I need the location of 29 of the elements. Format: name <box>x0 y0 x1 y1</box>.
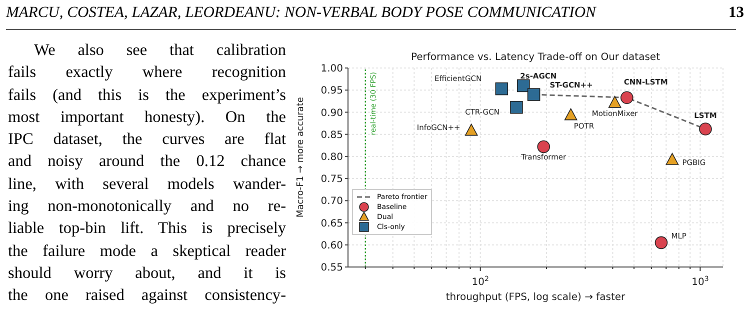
x-tick-label: 10$^{2}$ <box>472 275 489 288</box>
text: the failure mode a skeptical reader <box>8 240 286 262</box>
text: fails exactly where recognition <box>8 61 286 84</box>
text: line, with several models wander- <box>8 172 286 195</box>
text: fails (and this is the experiment’s <box>8 84 286 106</box>
x-axis-title: throughput (FPS, log scale) → faster <box>446 292 626 303</box>
text: ing non-monotonically and no re- <box>8 195 286 218</box>
y-tick-label: 0.95 <box>320 86 343 97</box>
y-tick-label: 0.85 <box>320 130 343 141</box>
y-tick-label: 0.65 <box>320 218 343 230</box>
y-tick-label: 0.55 <box>320 262 343 274</box>
text: 13 <box>728 4 744 22</box>
y-axis-title: Macro-F1 → more accurate <box>296 96 306 218</box>
text: liable top-bin lift. This is precisely <box>8 217 286 240</box>
y-tick-label: 0.60 <box>320 240 343 252</box>
text: should worry about, and it is <box>8 262 286 284</box>
y-tick-label: 0.80 <box>320 152 343 163</box>
y-tick-label: 0.70 <box>320 196 343 208</box>
text: MARCU, COSTEA, LAZAR, LEORDEANU: NON-VERBAL BODY POSE COMMUNICATION <box>6 4 596 22</box>
y-tick-label: 0.75 <box>320 174 343 186</box>
text: the one raised against consistency- <box>8 284 286 306</box>
y-tick-label: 1.00 <box>320 64 343 75</box>
text: IPC dataset, the curves are flat <box>8 128 286 150</box>
y-tick-label: 0.90 <box>320 108 343 119</box>
text: We also see that calibration <box>33 39 286 61</box>
text: most important honesty). On the <box>8 106 286 128</box>
x-tick-label: 10$^{3}$ <box>692 275 709 288</box>
chart-title: Performance vs. Latency Trade-off on Our dataset <box>410 52 660 63</box>
text: and noisy around the 0.12 chance <box>8 150 286 172</box>
